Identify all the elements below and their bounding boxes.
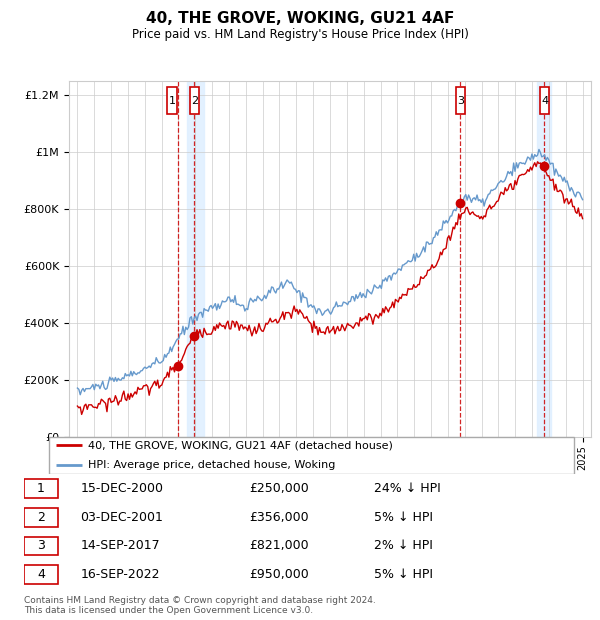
FancyBboxPatch shape	[24, 537, 58, 556]
FancyBboxPatch shape	[190, 87, 199, 114]
Text: £950,000: £950,000	[250, 568, 310, 581]
Bar	[537, 81, 551, 437]
Text: 15-DEC-2000: 15-DEC-2000	[80, 482, 163, 495]
Text: 1: 1	[37, 482, 45, 495]
Text: 40, THE GROVE, WOKING, GU21 4AF: 40, THE GROVE, WOKING, GU21 4AF	[146, 11, 454, 26]
FancyBboxPatch shape	[24, 565, 58, 584]
Text: 4: 4	[541, 95, 548, 105]
FancyBboxPatch shape	[540, 87, 550, 114]
Text: £356,000: £356,000	[250, 511, 309, 524]
Text: 40, THE GROVE, WOKING, GU21 4AF (detached house): 40, THE GROVE, WOKING, GU21 4AF (detache…	[88, 440, 392, 451]
Text: 5% ↓ HPI: 5% ↓ HPI	[374, 511, 433, 524]
Text: 24% ↓ HPI: 24% ↓ HPI	[374, 482, 440, 495]
FancyBboxPatch shape	[456, 87, 465, 114]
Text: Contains HM Land Registry data © Crown copyright and database right 2024.: Contains HM Land Registry data © Crown c…	[24, 596, 376, 604]
FancyBboxPatch shape	[24, 508, 58, 526]
Text: 5% ↓ HPI: 5% ↓ HPI	[374, 568, 433, 581]
FancyBboxPatch shape	[24, 479, 58, 498]
Text: 3: 3	[457, 95, 464, 105]
Text: 14-SEP-2017: 14-SEP-2017	[80, 539, 160, 552]
Text: 4: 4	[37, 568, 45, 581]
Text: 2% ↓ HPI: 2% ↓ HPI	[374, 539, 433, 552]
FancyBboxPatch shape	[49, 436, 574, 474]
Text: Price paid vs. HM Land Registry's House Price Index (HPI): Price paid vs. HM Land Registry's House …	[131, 28, 469, 41]
Text: £821,000: £821,000	[250, 539, 309, 552]
Text: 2: 2	[37, 511, 45, 524]
FancyBboxPatch shape	[167, 87, 176, 114]
Text: This data is licensed under the Open Government Licence v3.0.: This data is licensed under the Open Gov…	[24, 606, 313, 614]
Text: 3: 3	[37, 539, 45, 552]
Text: 03-DEC-2001: 03-DEC-2001	[80, 511, 163, 524]
Text: 1: 1	[169, 95, 175, 105]
Text: HPI: Average price, detached house, Woking: HPI: Average price, detached house, Woki…	[88, 459, 335, 470]
Text: 2: 2	[191, 95, 199, 105]
Text: £250,000: £250,000	[250, 482, 310, 495]
Bar	[187, 81, 204, 437]
Text: 16-SEP-2022: 16-SEP-2022	[80, 568, 160, 581]
